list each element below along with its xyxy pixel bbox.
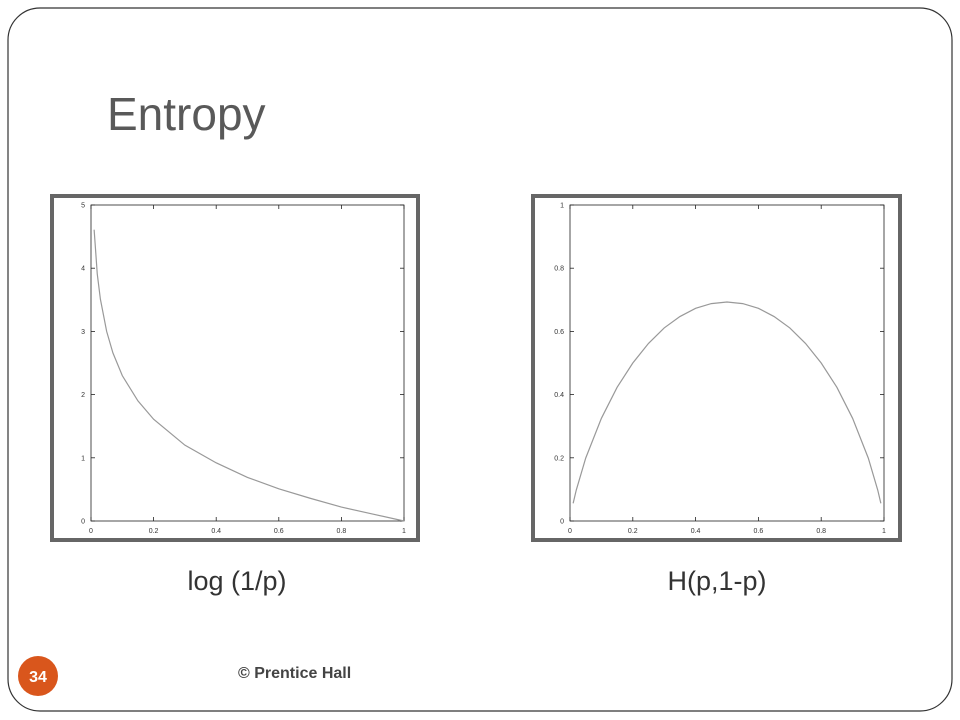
page-badge	[18, 656, 58, 696]
chart-frame	[531, 194, 902, 542]
line-series	[572, 301, 882, 504]
y-tick-label: 2	[81, 392, 85, 399]
x-tick-label: 1	[882, 528, 886, 535]
x-tick-label: 0.4	[211, 528, 221, 535]
y-tick-label: 0.4	[554, 392, 564, 399]
footer: © Prentice Hall	[238, 665, 351, 682]
y-tick-label: 3	[81, 329, 85, 336]
x-tick-label: 0.8	[816, 528, 826, 535]
plot-area	[90, 204, 405, 522]
x-tick-label: 0.2	[149, 528, 159, 535]
plot-area	[569, 204, 885, 522]
slide-title: Entropy	[107, 88, 266, 140]
x-axis-label: log (1/p)	[187, 566, 286, 596]
y-tick-label: 0	[81, 519, 85, 526]
page-number: 34	[29, 669, 47, 686]
x-tick-label: 1	[402, 528, 406, 535]
line-series	[93, 229, 405, 522]
x-tick-label: 0.4	[691, 528, 701, 535]
chart-frame	[50, 194, 420, 542]
x-axis-label: H(p,1-p)	[667, 566, 766, 596]
y-tick-label: 1	[560, 203, 564, 210]
y-tick-label: 0.6	[554, 329, 564, 336]
x-tick-label: 0.2	[628, 528, 638, 535]
y-tick-label: 0.8	[554, 266, 564, 273]
x-tick-label: 0	[89, 528, 93, 535]
x-tick-label: 0	[568, 528, 572, 535]
y-tick-label: 0.2	[554, 455, 564, 462]
x-tick-label: 0.6	[274, 528, 284, 535]
y-tick-label: 0	[560, 519, 564, 526]
y-tick-label: 4	[81, 266, 85, 273]
x-tick-label: 0.6	[754, 528, 764, 535]
x-tick-label: 0.8	[337, 528, 347, 535]
y-tick-label: 1	[81, 455, 85, 462]
y-tick-label: 5	[81, 203, 85, 210]
